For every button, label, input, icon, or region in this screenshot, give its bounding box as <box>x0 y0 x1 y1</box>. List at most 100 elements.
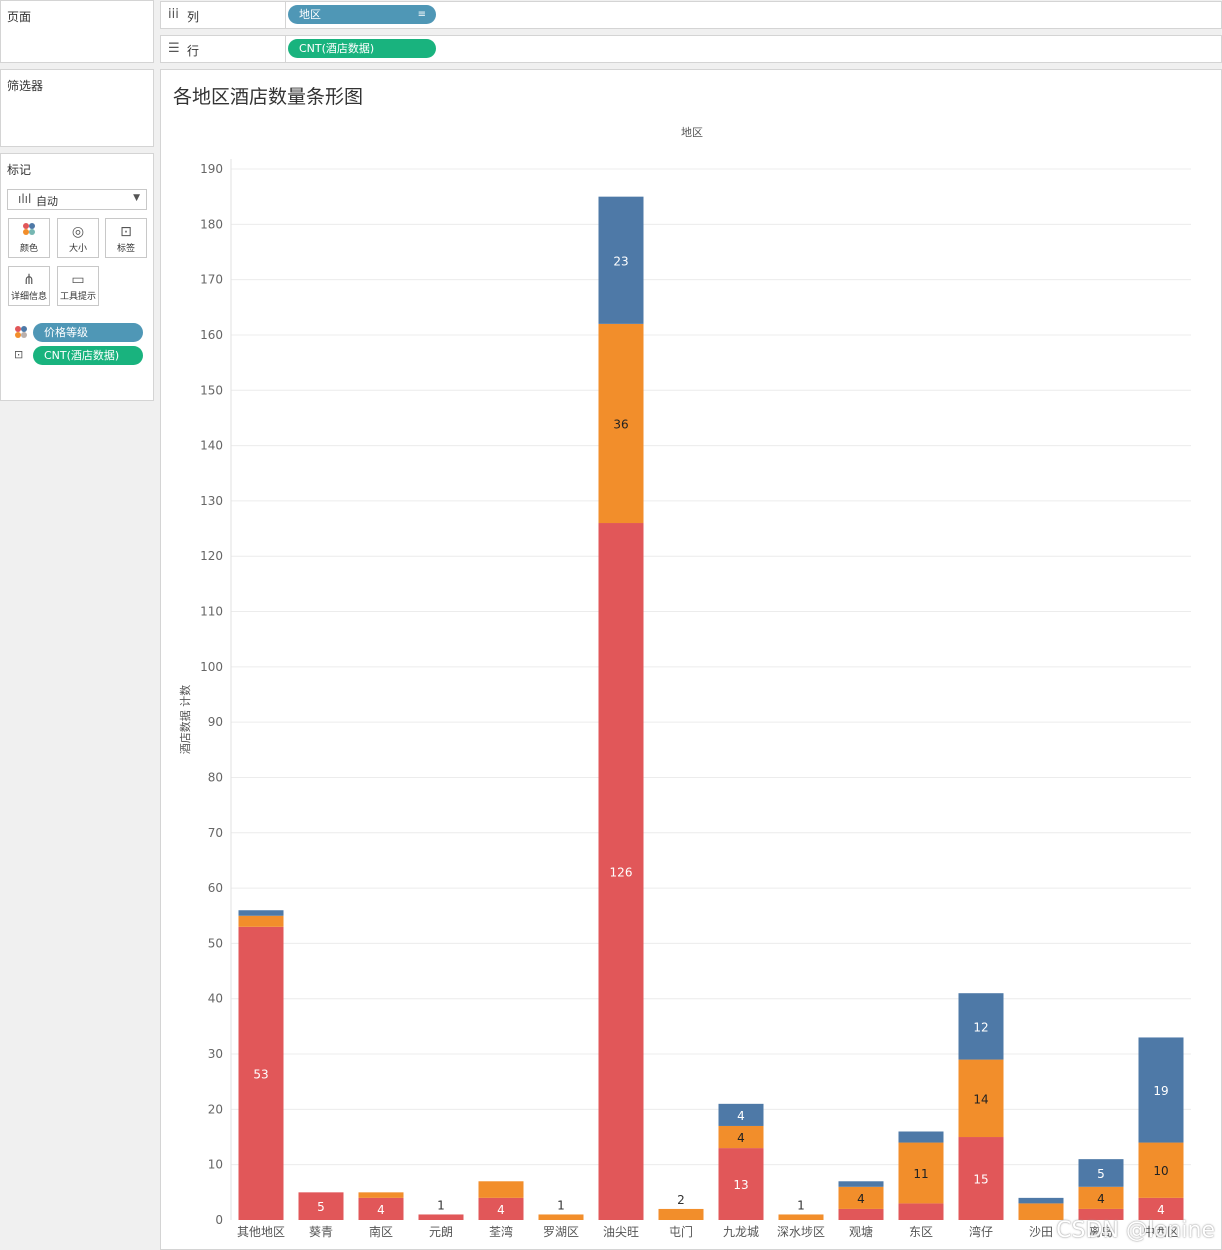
bar-segment[interactable] <box>358 1192 404 1198</box>
mark-field-price-level[interactable]: 价格等级 <box>33 323 143 342</box>
x-tick-label: 南区 <box>369 1224 393 1239</box>
x-tick-label: 观塘 <box>849 1224 873 1239</box>
bar-segment[interactable] <box>1138 1142 1184 1198</box>
bar-segment[interactable] <box>658 1208 704 1220</box>
bar-value-label: 4 <box>377 1203 385 1217</box>
x-tick-label: 东区 <box>909 1225 933 1239</box>
bar-segment[interactable] <box>838 1181 884 1187</box>
x-tick-label: 湾仔 <box>969 1224 993 1239</box>
mark-field-count[interactable]: CNT(酒店数据) <box>33 346 143 365</box>
x-tick-label: 其他地区 <box>237 1225 285 1239</box>
mark-card-label-shelf[interactable]: ⊡ 标签 <box>105 218 147 258</box>
bar-segment[interactable] <box>478 1197 524 1220</box>
mark-card-detail[interactable]: ⋔ 详细信息 <box>8 266 50 306</box>
bar-segment[interactable] <box>838 1208 884 1220</box>
y-tick-label: 100 <box>200 660 223 674</box>
y-tick-label: 50 <box>208 936 223 950</box>
columns-field-pill[interactable]: 地区 ≡ <box>288 5 436 24</box>
bar-segment[interactable] <box>238 926 284 1220</box>
bar-segment[interactable] <box>1078 1186 1124 1209</box>
columns-shelf[interactable]: iii 列 地区 ≡ <box>160 1 1222 29</box>
bar-segment[interactable] <box>598 323 644 524</box>
rows-icon: ☰ <box>168 41 180 56</box>
x-tick-label: 油尖旺 <box>603 1225 639 1239</box>
bar-segment[interactable] <box>958 993 1004 1060</box>
mark-card-color[interactable]: 颜色 <box>8 218 50 258</box>
bar-segment[interactable] <box>958 1137 1004 1220</box>
y-tick-label: 190 <box>200 162 223 176</box>
bar-value-label: 4 <box>1157 1203 1165 1217</box>
y-tick-label: 150 <box>200 383 223 397</box>
chart-title: 各地区酒店数量条形图 <box>173 86 364 108</box>
bar-segment[interactable] <box>1018 1203 1064 1220</box>
filters-panel[interactable]: 筛选器 <box>0 69 154 147</box>
bar-segment[interactable] <box>238 915 284 927</box>
x-tick-label: 离岛 <box>1089 1224 1113 1239</box>
color-icon <box>14 325 28 342</box>
bar-segment[interactable] <box>778 1214 824 1220</box>
mark-card-size[interactable]: ◎ 大小 <box>57 218 99 258</box>
bar-segment[interactable] <box>598 523 644 1220</box>
mark-card-label: 标签 <box>116 244 135 254</box>
bar-segment[interactable] <box>478 1181 524 1198</box>
y-tick-label: 170 <box>200 273 223 287</box>
bar-segment[interactable] <box>1018 1197 1064 1204</box>
bar-segment[interactable] <box>238 910 284 916</box>
bar-value-label: 12 <box>973 1020 988 1034</box>
label-icon: ⊡ <box>14 348 24 361</box>
y-tick-label: 90 <box>208 715 223 729</box>
y-tick-label: 110 <box>200 605 223 619</box>
x-tick-label: 荃湾 <box>489 1224 513 1239</box>
marks-panel: 标记 ılıl 自动 ▼ 颜色 ◎ 大小 ⊡ 标签 ⋔ 详细信息 ▭ 工具提示 … <box>0 153 154 401</box>
y-tick-label: 140 <box>200 439 223 453</box>
bar-value-label: 4 <box>497 1203 505 1217</box>
rows-shelf-label: ☰ 行 <box>161 36 286 62</box>
y-tick-label: 30 <box>208 1047 223 1061</box>
mark-type-value: 自动 <box>36 195 58 208</box>
bar-value-label: 10 <box>1153 1164 1168 1178</box>
y-tick-label: 0 <box>215 1213 223 1227</box>
bar-segment[interactable] <box>898 1142 944 1204</box>
bar-value-label: 53 <box>253 1067 268 1081</box>
bar-segment[interactable] <box>958 1059 1004 1138</box>
x-tick-label: 屯门 <box>669 1224 693 1239</box>
pages-panel[interactable]: 页面 <box>0 0 154 63</box>
bar-value-label: 36 <box>613 417 628 431</box>
bar-segment[interactable] <box>538 1214 584 1220</box>
bar-segment[interactable] <box>898 1131 944 1143</box>
size-icon: ◎ <box>71 224 85 240</box>
bar-segment[interactable] <box>718 1125 764 1149</box>
columns-field-name: 地区 <box>299 8 321 21</box>
bar-segment[interactable] <box>718 1148 764 1220</box>
mark-card-tooltip[interactable]: ▭ 工具提示 <box>57 266 99 306</box>
y-tick-label: 80 <box>208 770 223 784</box>
bar-value-label: 11 <box>913 1167 928 1181</box>
color-icon <box>9 221 49 243</box>
mark-card-label: 详细信息 <box>10 292 47 302</box>
bar-segment[interactable] <box>898 1203 944 1220</box>
y-tick-label: 10 <box>208 1158 223 1172</box>
bar-segment[interactable] <box>838 1186 884 1209</box>
rows-shelf[interactable]: ☰ 行 CNT(酒店数据) <box>160 35 1222 63</box>
chevron-down-icon: ▼ <box>133 193 140 203</box>
y-tick-label: 180 <box>200 217 223 231</box>
bar-value-label: 4 <box>737 1109 745 1123</box>
x-tick-label: 罗湖区 <box>543 1224 579 1239</box>
bar-segment[interactable] <box>298 1192 344 1220</box>
pages-title: 页面 <box>7 10 32 24</box>
bar-segment[interactable] <box>1078 1159 1124 1187</box>
bar-segment[interactable] <box>718 1103 764 1126</box>
y-tick-label: 120 <box>200 549 223 563</box>
rows-field-pill[interactable]: CNT(酒店数据) <box>288 39 436 58</box>
bar-value-label: 5 <box>1097 1167 1105 1181</box>
bar-segment[interactable] <box>598 196 644 324</box>
y-tick-label: 70 <box>208 826 223 840</box>
bar-segment[interactable] <box>1138 1197 1184 1220</box>
bar-segment[interactable] <box>358 1197 404 1220</box>
bar-segment[interactable] <box>418 1214 464 1220</box>
mark-type-dropdown[interactable]: ılıl 自动 ▼ <box>7 189 147 210</box>
bar-segment[interactable] <box>1078 1208 1124 1220</box>
bar-segment[interactable] <box>1138 1037 1184 1143</box>
columns-shelf-label: iii 列 <box>161 2 286 28</box>
